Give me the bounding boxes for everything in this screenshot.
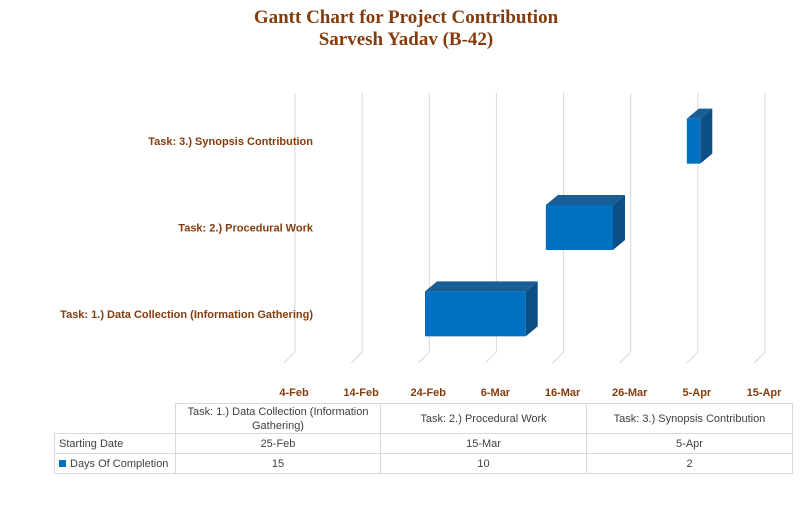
x-tick-label: 6-Mar [481,387,511,399]
data-table-cell: 5-Apr [586,433,793,454]
chart-title-line2: Sarvesh Yadav (B-42) [318,29,494,50]
data-table-cell: 25-Feb [175,433,381,454]
data-table-row-days: Days Of Completion 15 10 2 [54,453,793,474]
gantt-bar [425,291,526,337]
gantt-bar-top [686,108,713,119]
gantt-bar-side [613,195,625,250]
gantt-bar-top [425,281,538,292]
chart-title-line1: Gantt Chart for Project Contribution [253,7,559,28]
gantt-bar-top [545,195,625,205]
chart-data-table: Task: 1.) Data Collection (Information G… [54,403,793,474]
gantt-bar [545,205,613,250]
x-tick-label: 24-Feb [411,387,447,399]
grid-floor-line [485,351,497,364]
grid-floor-line [686,351,699,364]
x-tick-label: 26-Mar [612,387,648,399]
data-table-row-label: Days Of Completion [54,453,176,474]
x-tick-label: 15-Apr [747,387,783,399]
data-table-task-header: Task: 2.) Procedural Work [380,403,587,434]
category-label: Task: 3.) Synopsis Contribution [148,136,313,148]
category-label: Task: 2.) Procedural Work [178,223,314,235]
gantt-bar [686,118,701,164]
data-table-row-starting-date: Starting Date 25-Feb 15-Mar 5-Apr [54,433,793,454]
data-table-corner [54,403,176,434]
data-table-task-header: Task: 1.) Data Collection (Information G… [175,403,381,434]
data-table-task-header: Task: 3.) Synopsis Contribution [586,403,793,434]
grid-floor-line [619,351,632,364]
data-table-cell: 2 [586,453,793,474]
gantt-bar-side [700,108,713,164]
data-table-cell: 10 [380,453,587,474]
x-tick-label: 16-Mar [545,387,581,399]
data-table-cell: 15 [175,453,381,474]
legend-key-icon [59,459,66,467]
gantt-bar-side [525,281,538,337]
data-table-row-label: Starting Date [54,433,176,454]
grid-floor-line [753,351,766,364]
x-tick-label: 5-Apr [682,387,711,399]
x-tick-label: 14-Feb [343,387,379,399]
gantt-chart: 4-Feb 14-Feb 24-Feb 6-Mar 16-Mar 26-Mar 5-Apr 1… [60,93,783,399]
data-table-cell: 15-Mar [380,433,587,454]
grid-floor-line [350,351,363,364]
data-table-header-row: Task: 1.) Data Collection (Information G… [54,403,793,434]
grid-floor-line [552,351,564,364]
category-label: Task: 1.) Data Collection (Information G… [60,309,313,321]
grid-floor-line [417,351,430,364]
chart-title: Gantt Chart for Project Contribution Sar… [0,7,812,51]
data-table-row-label-text: Days Of Completion [70,457,169,470]
grid-floor-line [283,351,296,364]
x-tick-label: 4-Feb [279,387,309,399]
